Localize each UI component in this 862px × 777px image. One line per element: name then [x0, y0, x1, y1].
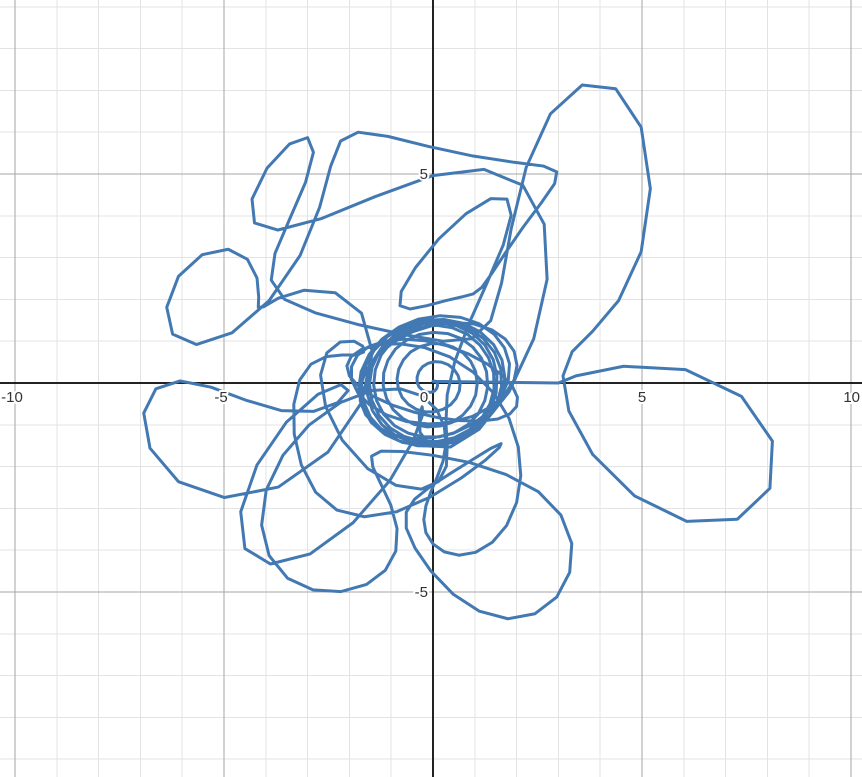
- curve-layer: [142, 83, 774, 621]
- tick-labels: -10 -5 0 5 10 5 -5: [0, 164, 862, 603]
- series-curve[interactable]: [142, 83, 774, 621]
- x-tick-label: 0: [420, 389, 428, 406]
- x-tick-label: 10: [843, 389, 860, 406]
- x-tick-label: 5: [638, 389, 646, 406]
- x-tick-label: -5: [214, 389, 227, 406]
- y-tick-label: 5: [420, 166, 428, 183]
- x-tick-label: -10: [1, 389, 23, 406]
- y-tick-label: -5: [415, 584, 428, 601]
